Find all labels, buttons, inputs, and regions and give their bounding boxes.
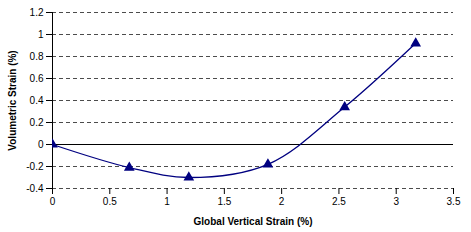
svg-text:1.5: 1.5	[217, 196, 231, 207]
svg-text:0.8: 0.8	[30, 51, 44, 62]
svg-text:2: 2	[279, 196, 285, 207]
svg-text:-0.2: -0.2	[26, 161, 44, 172]
svg-text:Global Vertical Strain (%): Global Vertical Strain (%)	[194, 216, 313, 227]
svg-text:0: 0	[38, 139, 44, 150]
svg-text:3.5: 3.5	[447, 196, 461, 207]
svg-text:0.2: 0.2	[30, 117, 44, 128]
svg-text:0.6: 0.6	[30, 73, 44, 84]
svg-text:1.2: 1.2	[30, 7, 44, 18]
svg-text:1: 1	[38, 29, 44, 40]
svg-text:1: 1	[164, 196, 170, 207]
svg-text:0.4: 0.4	[30, 95, 44, 106]
svg-text:3: 3	[393, 196, 399, 207]
svg-text:-0.4: -0.4	[26, 183, 44, 194]
svg-text:0: 0	[50, 196, 56, 207]
svg-text:0.5: 0.5	[103, 196, 117, 207]
svg-text:2.5: 2.5	[332, 196, 346, 207]
svg-text:Volumetric Strain (%): Volumetric Strain (%)	[7, 50, 18, 150]
